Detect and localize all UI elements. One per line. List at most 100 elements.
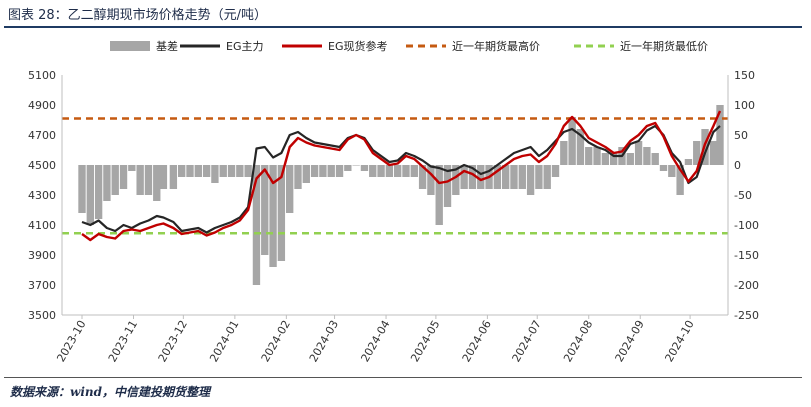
basis-bar (477, 165, 485, 189)
reference-lines (62, 117, 728, 235)
x-tick-label: 2024-04 (358, 318, 392, 364)
legend: 基差 EG主力 EG现货参考 近一年期货最高价 近一年期货最低价 (110, 39, 708, 53)
y-right-tick-label: -200 (734, 279, 759, 292)
basis-bar (568, 117, 576, 165)
basis-bar (576, 129, 585, 165)
basis-bar (236, 165, 244, 177)
basis-bar (86, 165, 94, 225)
basis-bar (435, 165, 443, 225)
basis-bar (294, 165, 302, 189)
basis-bar (643, 147, 651, 165)
y-right-tick-label: 50 (734, 129, 748, 142)
basis-bar (194, 165, 202, 177)
y-right-tick-label: 100 (734, 99, 755, 112)
basis-bar (393, 165, 402, 177)
figure-caption: 图表 28：乙二醇期现市场价格走势（元/吨） (8, 8, 268, 23)
data-source-note: 数据来源：wind，中信建投期货整理 (10, 385, 211, 399)
x-tick-label: 2024-03 (307, 318, 341, 364)
y-left-tick-label: 3700 (28, 279, 56, 292)
basis-bars (78, 105, 724, 285)
basis-bar (535, 165, 543, 189)
basis-bar (585, 147, 593, 165)
basis-bar (128, 165, 136, 171)
y-left-tick-label: 4300 (28, 189, 56, 202)
basis-bar (169, 165, 178, 189)
basis-bar (269, 165, 277, 267)
basis-bar (111, 165, 119, 195)
basis-bar (78, 165, 86, 213)
basis-bar (716, 105, 724, 165)
basis-bar (418, 165, 427, 189)
basis-bar (668, 165, 676, 177)
basis-bar (634, 141, 643, 165)
basis-bar (252, 165, 261, 285)
basis-bar (244, 165, 252, 177)
y-left-tick-label: 4700 (28, 129, 56, 142)
basis-bar (551, 165, 560, 177)
basis-bar (94, 165, 103, 219)
x-tick-label: 2024-01 (207, 318, 241, 364)
basis-bar (344, 165, 352, 171)
basis-bar (327, 165, 335, 177)
basis-bar (501, 165, 510, 189)
x-tick-label: 2024-08 (561, 318, 595, 364)
basis-bar (103, 165, 111, 201)
basis-bar (319, 165, 327, 177)
basis-bar (684, 159, 693, 165)
basis-bar (493, 165, 502, 189)
x-tick-label: 2024-02 (259, 318, 293, 364)
basis-bar (526, 165, 535, 195)
basis-bar (153, 165, 161, 201)
basis-bar (510, 165, 518, 189)
x-tick-label: 2023-12 (156, 318, 190, 364)
basis-bar (178, 165, 186, 177)
y-left-tick-label: 4900 (28, 99, 56, 112)
basis-bar (261, 165, 269, 255)
basis-bar (159, 165, 168, 189)
basis-bar (651, 153, 659, 165)
basis-bar (410, 165, 418, 177)
basis-bar (277, 165, 286, 261)
price-lines (81, 110, 722, 242)
basis-bar (302, 165, 310, 183)
basis-bar (601, 153, 610, 165)
legend-label: 近一年期货最低价 (620, 39, 708, 53)
basis-bar (560, 141, 568, 165)
basis-bar (310, 165, 319, 177)
basis-bar (626, 153, 634, 165)
y-left-tick-label: 4500 (28, 159, 56, 172)
basis-bar (219, 165, 227, 177)
basis-bar (443, 165, 452, 207)
basis-bar (518, 165, 526, 189)
futures-line (81, 124, 721, 234)
y-right-tick-label: -100 (734, 219, 759, 232)
y-right-tick-label: 0 (734, 159, 741, 172)
legend-label: EG主力 (226, 40, 263, 53)
basis-bar (286, 165, 294, 213)
legend-label: 近一年期货最高价 (452, 39, 540, 53)
y-left-tick-label: 5100 (28, 69, 56, 82)
basis-bar (609, 153, 618, 165)
basis-bar (227, 165, 236, 177)
y-left-tick-label: 3500 (28, 309, 56, 322)
basis-bar (452, 165, 460, 195)
basis-bar (427, 165, 435, 195)
basis-bar (377, 165, 385, 177)
x-tick-label: 2024-05 (408, 318, 442, 364)
basis-bar (709, 141, 718, 165)
caption-rule (4, 26, 802, 28)
basis-bar (369, 165, 377, 177)
legend-label: EG现货参考 (328, 39, 387, 53)
basis-bar (460, 165, 468, 189)
y-left-tick-label: 4100 (28, 219, 56, 232)
spot-line (81, 110, 722, 242)
basis-bar (360, 165, 369, 171)
basis-bar (659, 165, 668, 171)
basis-bar (211, 165, 219, 183)
basis-bar (468, 165, 477, 189)
basis-bar (385, 165, 394, 177)
y-right-tick-label: -50 (734, 189, 752, 202)
x-tick-label: 2023-10 (54, 318, 88, 364)
basis-bar (136, 165, 144, 195)
